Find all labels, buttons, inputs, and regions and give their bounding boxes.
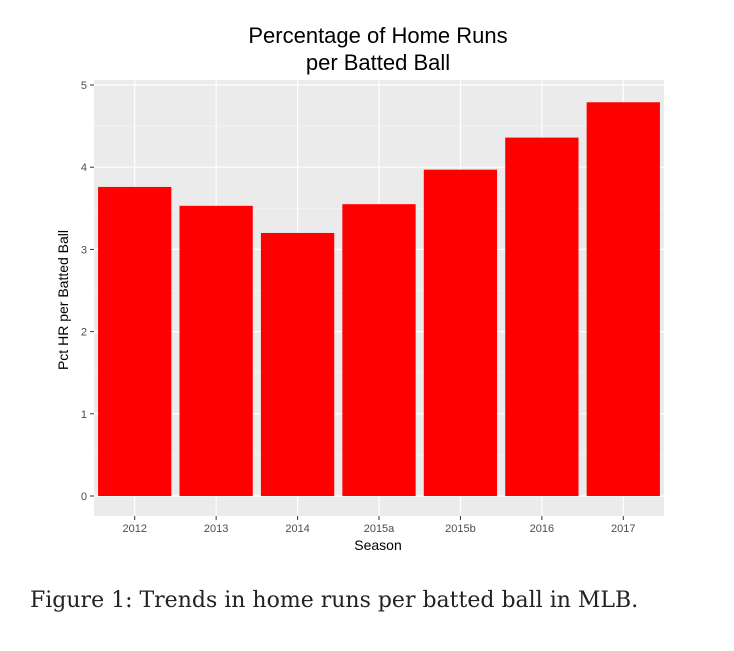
x-tick-label: 2012 bbox=[122, 523, 146, 535]
figure-caption: Figure 1: Trends in home runs per batted… bbox=[30, 588, 639, 613]
bar-2013 bbox=[179, 205, 253, 497]
y-axis: 0 1 2 3 4 5 bbox=[81, 80, 94, 503]
y-tick-label: 4 bbox=[81, 162, 87, 174]
y-tick-label: 2 bbox=[81, 327, 87, 339]
bar-2015a bbox=[342, 204, 416, 496]
y-tick-label: 0 bbox=[81, 491, 87, 503]
x-axis-title: Season bbox=[354, 537, 401, 553]
bar-2016 bbox=[505, 137, 579, 496]
chart-title-line-2: per Batted Ball bbox=[306, 50, 450, 75]
bar-2017 bbox=[586, 102, 660, 497]
x-tick-label: 2014 bbox=[285, 523, 309, 535]
x-tick-label: 2017 bbox=[611, 523, 635, 535]
y-tick-label: 3 bbox=[81, 244, 87, 256]
x-tick-label: 2013 bbox=[204, 523, 228, 535]
bar-chart: Percentage of Home Runs per Batted Ball … bbox=[55, 23, 664, 553]
chart-title-line-1: Percentage of Home Runs bbox=[248, 23, 507, 48]
x-tick-label: 2015b bbox=[445, 523, 476, 535]
y-tick-label: 1 bbox=[81, 409, 87, 421]
bars bbox=[98, 102, 660, 497]
x-axis: 2012 2013 2014 2015a 2015b 2016 2017 bbox=[122, 516, 636, 535]
y-axis-title: Pct HR per Batted Ball bbox=[55, 230, 71, 370]
y-tick-label: 5 bbox=[81, 80, 87, 92]
bar-2015b bbox=[423, 169, 498, 496]
bar-2012 bbox=[98, 186, 172, 497]
x-tick-label: 2016 bbox=[530, 523, 554, 535]
x-tick-label: 2015a bbox=[364, 523, 395, 535]
bar-2014 bbox=[260, 232, 335, 496]
